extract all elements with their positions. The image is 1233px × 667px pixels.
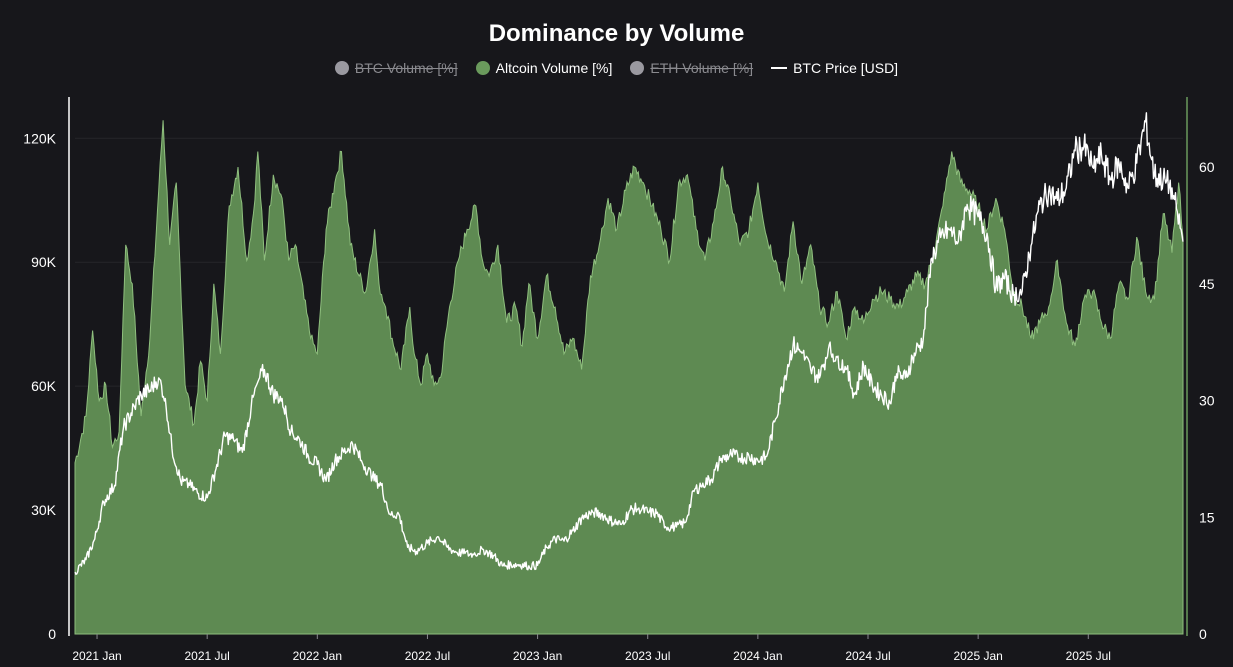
altcoin-volume-marker-icon xyxy=(475,61,490,75)
altcoin-volume-area xyxy=(74,120,1184,635)
legend: BTC Volume [%] Altcoin Volume [%] ETH Vo… xyxy=(0,60,1233,76)
x-tick-label: 2023 Jan xyxy=(513,649,562,663)
y-left-tick-label: 60K xyxy=(31,378,57,394)
legend-item-btc-volume[interactable]: BTC Volume [%] xyxy=(334,60,458,76)
legend-label: Altcoin Volume [%] xyxy=(495,60,613,76)
x-tick-label: 2024 Jul xyxy=(845,649,890,663)
legend-item-altcoin-volume[interactable]: Altcoin Volume [%] xyxy=(475,60,613,76)
x-tick-label: 2022 Jan xyxy=(293,649,342,663)
y-left-tick-label: 90K xyxy=(31,254,57,270)
x-tick-label: 2024 Jan xyxy=(733,649,782,663)
y-left-tick-label: 120K xyxy=(23,130,56,146)
legend-label: BTC Volume [%] xyxy=(354,60,458,76)
x-tick-label: 2021 Jul xyxy=(184,649,229,663)
btc-price-line xyxy=(74,112,1184,575)
btc-volume-marker-icon xyxy=(334,61,349,75)
y-right-tick-label: 0 xyxy=(1199,626,1207,642)
eth-volume-marker-icon xyxy=(630,61,645,75)
btc-price-line-icon xyxy=(771,67,788,69)
legend-label: BTC Price [USD] xyxy=(793,60,899,76)
legend-item-eth-volume[interactable]: ETH Volume [%] xyxy=(630,60,753,76)
x-tick-label: 2021 Jan xyxy=(72,649,121,663)
y-right-tick-label: 60 xyxy=(1199,159,1215,175)
x-tick-label: 2022 Jul xyxy=(405,649,450,663)
legend-label: ETH Volume [%] xyxy=(650,60,754,76)
x-tick-label: 2025 Jul xyxy=(1066,649,1111,663)
y-right-tick-label: 30 xyxy=(1199,393,1215,409)
y-left-tick-label: 0 xyxy=(48,626,56,642)
legend-item-btc-price[interactable]: BTC Price [USD] xyxy=(771,60,898,76)
x-tick-label: 2025 Jan xyxy=(953,649,1002,663)
y-left-tick-label: 30K xyxy=(31,502,57,518)
y-right-tick-label: 45 xyxy=(1199,276,1215,292)
chart-title: Dominance by Volume xyxy=(488,20,745,47)
y-right-tick-label: 15 xyxy=(1199,509,1215,525)
x-tick-label: 2023 Jul xyxy=(625,649,670,663)
